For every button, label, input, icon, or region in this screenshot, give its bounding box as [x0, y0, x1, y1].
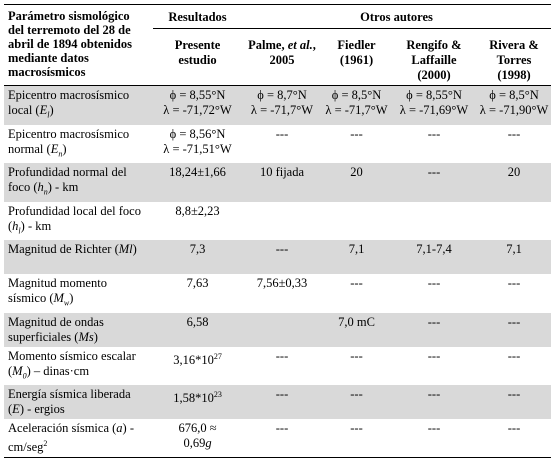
cell-palme	[242, 202, 322, 241]
table-row-scalar-seismic-moment: Momento sísmico escalar (M0) – dinas·cm …	[4, 347, 551, 386]
cell-fiedler: 20	[322, 163, 391, 202]
cell-present: 7,3	[153, 240, 242, 274]
cell-fiedler: ϕ = 8,5°N λ = -71,7°W	[322, 85, 391, 125]
cell-fiedler: 7,0 mC	[322, 312, 391, 347]
cell-rengifo: ---	[427, 126, 441, 141]
row-label: Momento sísmico escalar (M0) – dinas·cm	[8, 348, 136, 381]
cell-palme: ---	[242, 240, 322, 274]
cell-rivera: ---	[477, 385, 552, 419]
cell-rengifo: ϕ = 8,55°N λ = -71,69°W	[391, 85, 477, 125]
cell-rivera: ---	[477, 312, 552, 347]
cell-fiedler: 7,1	[322, 240, 391, 274]
header-fiedler: Fiedler (1961)	[322, 28, 391, 86]
table-row-surface-wave-magnitude: Magnitud de ondas superficiales (Ms) 6,5…	[4, 312, 552, 347]
cell-rengifo: ---	[391, 385, 477, 419]
cell-rengifo	[391, 202, 477, 241]
cell-rengifo: ---	[391, 419, 477, 459]
cell-present: 8,8±2,23	[175, 203, 220, 218]
table-row-local-depth: Profundidad local del foco (hl) - km 8,8…	[4, 202, 551, 241]
header-present-study: Presente estudio	[153, 28, 242, 86]
row-label: Profundidad local del foco (hl) - km	[8, 203, 141, 236]
cell-present: 7,63	[186, 276, 209, 290]
cell-fiedler: ---	[322, 385, 391, 419]
cell-rivera: 20	[477, 163, 552, 202]
row-label: Epicentro macrosísmico local (El)	[4, 85, 153, 125]
cell-palme: 7,56±0,33	[256, 276, 308, 290]
cell-rengifo: 7,1-7,4	[391, 240, 477, 274]
cell-fiedler: ---	[322, 419, 391, 459]
cell-present: 6,58	[153, 312, 242, 347]
cell-present: ϕ = 8,56°N λ = -71,51°W	[163, 126, 232, 156]
cell-present: ϕ = 8,55°N λ = -71,72°W	[153, 85, 242, 125]
cell-rivera: ---	[507, 276, 521, 290]
cell-palme: 10 fijada	[242, 163, 322, 202]
row-label: Magnitud de ondas superficiales (Ms)	[4, 312, 153, 347]
table-row-local-epicenter: Epicentro macrosísmico local (El) ϕ = 8,…	[4, 85, 552, 125]
row-label: Profundidad normal del foco (hn) - km	[4, 163, 153, 202]
cell-rivera: ---	[507, 348, 521, 363]
cell-rengifo: ---	[391, 312, 477, 347]
table-row-normal-depth: Profundidad normal del foco (hn) - km 18…	[4, 163, 552, 202]
row-label: Aceleración sísmica (a) - cm/seg2	[4, 419, 153, 459]
header-rivera: Rivera & Torres (1998)	[477, 28, 552, 86]
cell-rivera: ---	[507, 126, 521, 141]
cell-rivera: ---	[477, 419, 552, 459]
row-label: Energía sísmica liberada (E) - ergios	[4, 385, 153, 419]
cell-rengifo: ---	[391, 163, 477, 202]
table-row-moment-magnitude: Magnitud momento sísmico (Mw) 7,63 7,56±…	[4, 274, 551, 313]
cell-rivera: ϕ = 8,5°N λ = -71,90°W	[477, 85, 552, 125]
header-parameter: Parámetro sismológico del terremoto del …	[4, 4, 153, 86]
cell-rivera	[477, 202, 551, 241]
cell-present: 18,24±1,66	[153, 163, 242, 202]
row-label: Epicentro macrosísmico normal (En)	[8, 126, 130, 159]
cell-present: 676,0 ≈0,69g	[153, 419, 242, 459]
header-other-authors-group: Otros autores	[242, 4, 552, 29]
header-row-columns: Presente estudio Palme, et al., 2005 Fie…	[4, 28, 552, 86]
cell-fiedler: ---	[350, 348, 363, 363]
cell-palme: ---	[275, 348, 289, 363]
cell-rengifo: ---	[427, 348, 441, 363]
row-label: Magnitud momento sísmico (Mw)	[8, 276, 107, 308]
cell-fiedler	[322, 202, 391, 241]
header-rengifo: Rengifo & Laffaille (2000)	[391, 28, 477, 86]
cell-fiedler: ---	[350, 276, 363, 290]
table-row-released-energy: Energía sísmica liberada (E) - ergios 1,…	[4, 385, 552, 419]
header-palme: Palme, et al., 2005	[242, 28, 322, 86]
cell-palme: ϕ = 8,7°N λ = -71,7°W	[242, 85, 322, 125]
cell-rivera: 7,1	[477, 240, 552, 274]
cell-palme: ---	[242, 385, 322, 419]
cell-present: 1,58*1023	[153, 385, 242, 419]
table-row-seismic-acceleration: Aceleración sísmica (a) - cm/seg2 676,0 …	[4, 419, 552, 459]
seismic-parameters-table: Parámetro sismológico del terremoto del …	[4, 4, 552, 459]
table-row-richter-magnitude: Magnitud de Richter (Ml) 7,3 --- 7,1 7,1…	[4, 240, 552, 274]
cell-fiedler: ---	[350, 126, 363, 141]
table-row-normal-epicenter: Epicentro macrosísmico normal (En) ϕ = 8…	[4, 125, 551, 164]
header-row-groups: Parámetro sismológico del terremoto del …	[4, 4, 552, 86]
cell-rengifo: ---	[427, 276, 441, 290]
cell-palme	[242, 312, 322, 347]
row-label: Magnitud de Richter (Ml)	[4, 240, 153, 274]
cell-present: 3,16*1027	[173, 351, 222, 367]
cell-palme: ---	[242, 419, 322, 459]
header-results-group: Resultados	[153, 4, 242, 29]
cell-palme: ---	[275, 126, 289, 141]
